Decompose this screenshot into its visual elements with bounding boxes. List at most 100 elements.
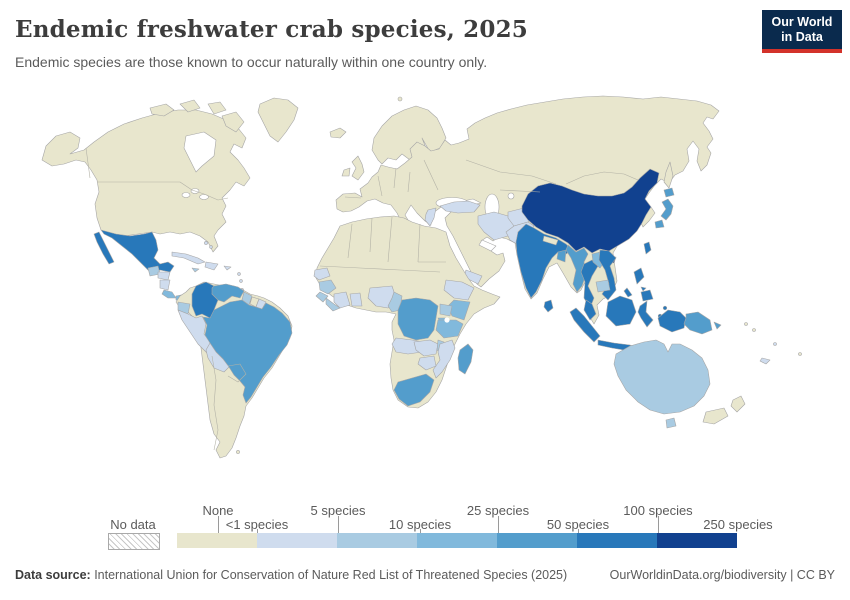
country-taiwan[interactable] bbox=[643, 241, 652, 255]
country-greenland[interactable] bbox=[257, 97, 299, 143]
country-madagascar[interactable] bbox=[457, 343, 474, 375]
country-australia[interactable] bbox=[613, 339, 711, 415]
country-philippines-visayas[interactable] bbox=[640, 286, 647, 292]
country-bahamas[interactable] bbox=[204, 241, 208, 245]
legend-label: 10 species bbox=[388, 517, 452, 532]
country-venezuela[interactable] bbox=[211, 283, 245, 303]
no-data-swatch[interactable] bbox=[108, 533, 160, 550]
sumatra[interactable] bbox=[569, 307, 601, 343]
country-zambia[interactable] bbox=[413, 339, 439, 357]
country-ivory-coast[interactable] bbox=[333, 291, 351, 309]
indonesia-papua[interactable] bbox=[657, 309, 687, 333]
country-mozambique[interactable] bbox=[432, 339, 456, 379]
legend-bin-100[interactable] bbox=[657, 533, 737, 548]
solomon-islands[interactable] bbox=[744, 322, 748, 326]
country-philippines-luzon[interactable] bbox=[633, 267, 645, 285]
country-india[interactable] bbox=[515, 223, 573, 299]
country-japan-honshu[interactable] bbox=[660, 198, 674, 221]
country-zimbabwe[interactable] bbox=[417, 355, 437, 371]
country-mexico[interactable] bbox=[100, 229, 175, 275]
country-sierra-leone[interactable] bbox=[315, 291, 329, 303]
country-japan-hokkaido[interactable] bbox=[663, 187, 675, 198]
world-map[interactable] bbox=[0, 88, 850, 498]
legend-color-bar bbox=[177, 533, 737, 548]
data-source-text: International Union for Conservation of … bbox=[90, 568, 568, 582]
maluku[interactable] bbox=[662, 305, 668, 311]
legend-bin-none[interactable] bbox=[177, 533, 257, 548]
country-drc[interactable] bbox=[397, 297, 439, 341]
sakhalin[interactable] bbox=[663, 161, 674, 189]
country-new-zealand-south[interactable] bbox=[702, 407, 729, 425]
lesser-antilles[interactable] bbox=[239, 279, 243, 283]
data-source: Data source: International Union for Con… bbox=[15, 568, 567, 582]
legend-label: 100 species bbox=[623, 503, 693, 518]
solomon-islands[interactable] bbox=[752, 328, 756, 332]
country-bangladesh[interactable] bbox=[556, 249, 567, 263]
sulawesi[interactable] bbox=[637, 300, 654, 328]
new-britain[interactable] bbox=[713, 321, 722, 330]
country-japan-kyushu[interactable] bbox=[654, 219, 665, 229]
country-turkey[interactable] bbox=[439, 200, 481, 214]
svalbard[interactable] bbox=[397, 96, 403, 102]
legend-tick bbox=[257, 529, 258, 533]
country-uk[interactable] bbox=[351, 155, 365, 181]
country-nepal[interactable] bbox=[542, 235, 559, 246]
country-new-zealand-north[interactable] bbox=[730, 395, 746, 413]
country-costa-rica[interactable] bbox=[161, 289, 177, 299]
lesser-antilles[interactable] bbox=[237, 272, 241, 276]
footer-link[interactable]: OurWorldinData.org/biodiversity | CC BY bbox=[609, 568, 835, 582]
owid-logo[interactable]: Our World in Data bbox=[762, 10, 842, 53]
country-sri-lanka[interactable] bbox=[543, 299, 554, 313]
country-cameroon[interactable] bbox=[387, 291, 403, 313]
country-uganda[interactable] bbox=[439, 303, 453, 317]
country-senegal[interactable] bbox=[313, 267, 331, 281]
legend-bin-lt1[interactable] bbox=[257, 533, 337, 548]
falkland-islands[interactable] bbox=[236, 450, 240, 454]
country-ethiopia[interactable] bbox=[443, 279, 475, 301]
persian-gulf bbox=[478, 239, 497, 252]
country-iceland[interactable] bbox=[329, 127, 347, 139]
legend-bin-25[interactable] bbox=[497, 533, 577, 548]
vanuatu[interactable] bbox=[773, 342, 777, 346]
country-cuba[interactable] bbox=[171, 251, 206, 265]
country-ireland[interactable] bbox=[341, 167, 351, 177]
country-papua-new-guinea[interactable] bbox=[683, 311, 713, 335]
arctic-island[interactable] bbox=[207, 101, 227, 115]
fiji[interactable] bbox=[798, 352, 802, 356]
country-puerto-rico[interactable] bbox=[223, 265, 232, 271]
country-bolivia[interactable] bbox=[205, 342, 230, 373]
country-malaysia[interactable] bbox=[583, 299, 597, 321]
borneo[interactable] bbox=[605, 295, 637, 327]
country-guinea[interactable] bbox=[318, 279, 337, 295]
country-jamaica[interactable] bbox=[191, 267, 200, 273]
country-honduras[interactable] bbox=[157, 271, 171, 281]
country-canada-usa[interactable] bbox=[41, 109, 251, 253]
arctic-island[interactable] bbox=[149, 103, 175, 117]
country-vietnam[interactable] bbox=[598, 249, 617, 301]
country-kenya[interactable] bbox=[447, 299, 471, 321]
country-cambodia[interactable] bbox=[595, 279, 611, 293]
legend-bin-5[interactable] bbox=[337, 533, 417, 548]
country-philippines-mindanao[interactable] bbox=[640, 289, 654, 302]
country-mexico-baja[interactable] bbox=[93, 231, 115, 265]
country-china[interactable] bbox=[521, 168, 660, 254]
country-bahamas[interactable] bbox=[209, 245, 213, 249]
country-liberia[interactable] bbox=[325, 297, 341, 312]
legend-bin-50[interactable] bbox=[577, 533, 657, 548]
country-hispaniola[interactable] bbox=[204, 261, 219, 271]
legend-bin-10[interactable] bbox=[417, 533, 497, 548]
tasmania[interactable] bbox=[665, 417, 677, 429]
country-tanzania[interactable] bbox=[435, 319, 464, 339]
arctic-island[interactable] bbox=[221, 111, 245, 133]
lake-victoria bbox=[444, 317, 450, 323]
country-myanmar[interactable] bbox=[565, 244, 589, 293]
new-caledonia[interactable] bbox=[759, 357, 771, 365]
arctic-island[interactable] bbox=[179, 99, 201, 113]
country-ghana[interactable] bbox=[349, 292, 363, 307]
country-philippines-palawan[interactable] bbox=[623, 287, 633, 298]
country-greece[interactable] bbox=[424, 207, 437, 227]
country-nigeria[interactable] bbox=[367, 285, 397, 309]
country-south-africa[interactable] bbox=[393, 373, 435, 407]
country-nicaragua[interactable] bbox=[159, 279, 171, 291]
